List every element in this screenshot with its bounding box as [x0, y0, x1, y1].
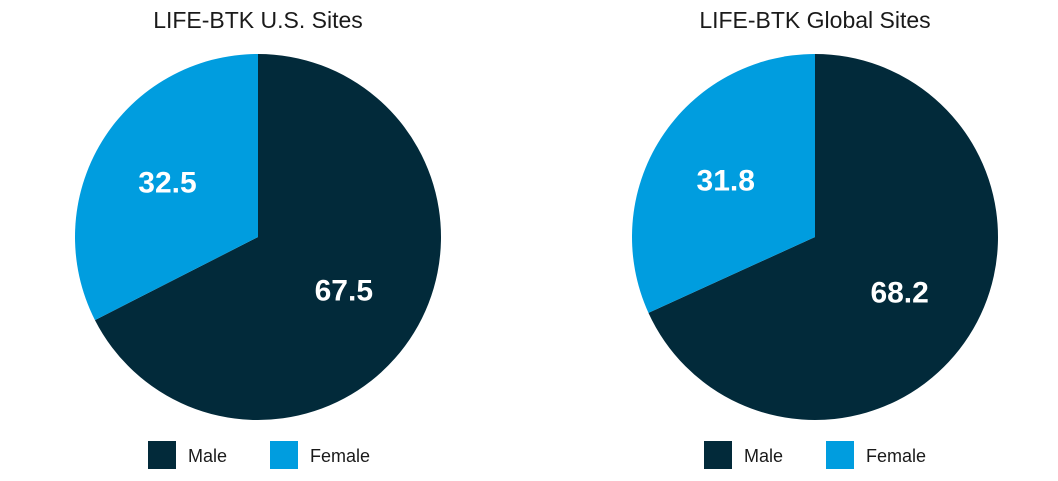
legend-swatch-female	[270, 441, 298, 469]
legend-label-female: Female	[310, 446, 370, 466]
legend-label-male: Male	[188, 446, 227, 466]
legend-label-male: Male	[744, 446, 783, 466]
legend-swatch-female	[826, 441, 854, 469]
pie-slice-male	[648, 54, 999, 421]
data-label: 32.5	[138, 167, 196, 200]
legend-swatch-male	[704, 441, 732, 469]
data-label: 68.2	[870, 276, 928, 309]
pie-slice-female	[75, 54, 259, 321]
legend-label-female: Female	[866, 446, 926, 466]
data-label: 67.5	[315, 275, 373, 308]
legend-swatch-male	[148, 441, 176, 469]
chart-title: LIFE-BTK Global Sites	[699, 7, 930, 33]
pie-slice-female	[632, 54, 815, 313]
data-label: 31.8	[697, 165, 755, 198]
pie-slice-male	[94, 54, 441, 420]
chart-title: LIFE-BTK U.S. Sites	[153, 7, 363, 33]
